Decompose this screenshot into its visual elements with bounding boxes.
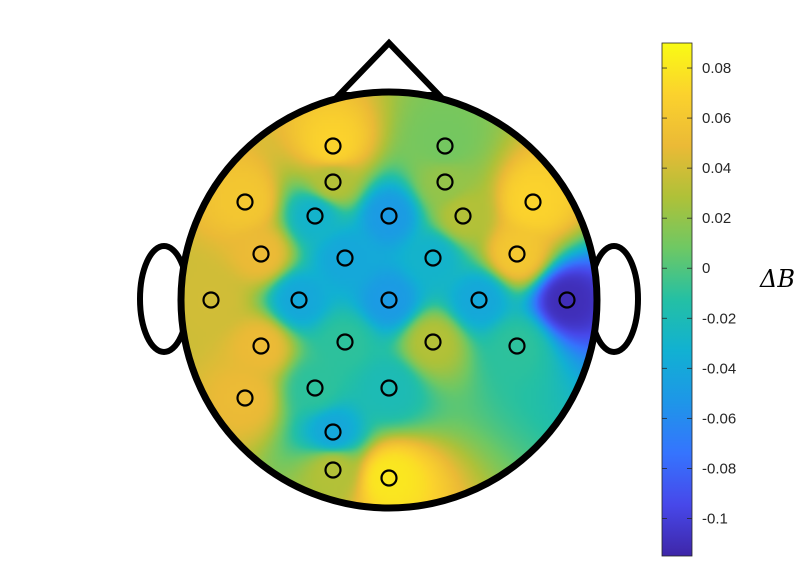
electrode-marker bbox=[290, 291, 308, 309]
electrode-marker bbox=[424, 333, 442, 351]
electrode-marker bbox=[336, 249, 354, 267]
colorbar-label: ΔB bbox=[759, 265, 795, 293]
electrode-marker bbox=[324, 423, 342, 441]
electrode-marker bbox=[424, 249, 442, 267]
electrode-marker bbox=[470, 291, 488, 309]
electrode-marker bbox=[380, 379, 398, 397]
electrode-marker bbox=[252, 245, 270, 263]
electrode-marker bbox=[336, 333, 354, 351]
colorbar-tick-label: -0.04 bbox=[702, 360, 736, 377]
electrode-marker bbox=[236, 193, 254, 211]
colorbar-tick-label: 0.08 bbox=[702, 60, 731, 77]
electrode-marker bbox=[380, 469, 398, 487]
electrode-marker bbox=[558, 291, 576, 309]
electrode-marker bbox=[436, 173, 454, 191]
scalp-boundary bbox=[177, 88, 601, 512]
colorbar-tick-label: -0.02 bbox=[702, 310, 736, 327]
colorbar-tick-label: -0.08 bbox=[702, 460, 736, 477]
electrode-marker bbox=[508, 245, 526, 263]
colorbar-tick-label: 0.02 bbox=[702, 210, 731, 227]
electrode-marker bbox=[508, 337, 526, 355]
electrode-marker bbox=[454, 207, 472, 225]
colorbar-tick-label: 0.04 bbox=[702, 160, 731, 177]
colorbar-tick-label: 0 bbox=[702, 260, 710, 277]
electrode-marker bbox=[306, 379, 324, 397]
electrode-marker bbox=[324, 461, 342, 479]
colorbar: 0.08 0.06 0.04 0.02 0 -0.02 -0.04 -0.06 -0.08 -0.… bbox=[661, 42, 795, 557]
electrode-markers bbox=[202, 137, 576, 487]
electrode-marker bbox=[236, 389, 254, 407]
colorbar-tick-label: 0.06 bbox=[702, 110, 731, 127]
electrode-marker bbox=[202, 291, 220, 309]
electrode-marker bbox=[380, 291, 398, 309]
electrode-marker bbox=[436, 137, 454, 155]
electrode-marker bbox=[252, 337, 270, 355]
electrode-marker bbox=[524, 193, 542, 211]
electrode-marker bbox=[324, 137, 342, 155]
colorbar-ticks: 0.08 0.06 0.04 0.02 0 -0.02 -0.04 -0.06 -0.08 -0.… bbox=[662, 60, 736, 527]
colorbar-tick-label: -0.06 bbox=[702, 410, 736, 427]
electrode-marker bbox=[324, 173, 342, 191]
colorbar-tick-label: -0.1 bbox=[702, 510, 728, 527]
nose bbox=[331, 38, 447, 98]
electrode-marker bbox=[380, 207, 398, 225]
colorbar-gradient bbox=[661, 42, 693, 557]
electrode-marker bbox=[306, 207, 324, 225]
